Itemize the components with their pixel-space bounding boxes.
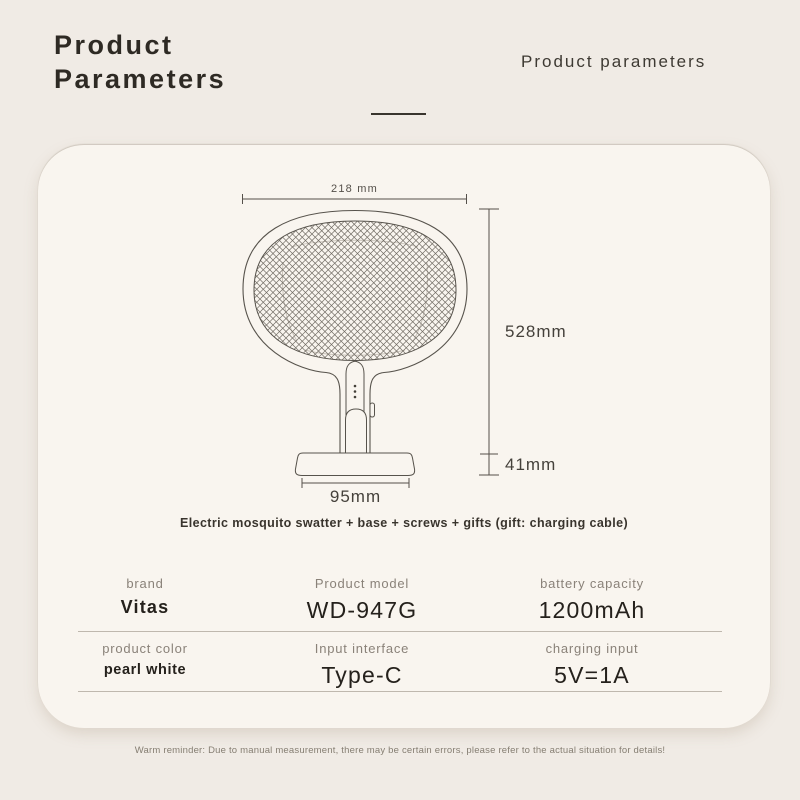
diagram-caption: Electric mosquito swatter + base + screw…: [179, 516, 629, 530]
spec-label: battery capacity: [540, 576, 644, 591]
spec-row-2: product color pearl white Input interfac…: [38, 641, 712, 689]
dim-total-height-label: 528mm: [505, 322, 567, 341]
spec-value: 1200mAh: [538, 597, 646, 623]
footer-note: Warm reminder: Due to manual measurement…: [134, 745, 666, 756]
spec-value: pearl white: [103, 662, 187, 678]
spec-cell-color: product color pearl white: [38, 641, 252, 689]
swatter-base: [294, 452, 416, 476]
side-button: [369, 402, 375, 418]
spec-cell-brand: brand Vitas: [38, 576, 252, 624]
dim-head-width-label: 218 mm: [331, 183, 378, 195]
swatter-head: [242, 209, 468, 453]
page-title: Product Parameters: [54, 28, 226, 96]
dim-total-height: [479, 208, 499, 476]
product-card: 218 mm: [38, 145, 770, 728]
spec-cell-charging: charging input 5V=1A: [472, 641, 712, 689]
page-subtitle: Product parameters: [521, 52, 707, 71]
swatter-mesh: [253, 220, 457, 362]
spec-value: 5V=1A: [554, 662, 630, 688]
table-divider-2: [78, 691, 722, 692]
table-divider-1: [78, 631, 722, 632]
spec-value: Type-C: [321, 662, 403, 688]
dim-base-width-label: 95mm: [330, 487, 381, 506]
spec-label: Input interface: [314, 641, 410, 656]
spec-label: Product model: [314, 576, 410, 591]
spec-label: brand: [126, 576, 164, 591]
spec-value: WD-947G: [306, 597, 418, 623]
handle-slot: [345, 408, 367, 453]
spec-row-1: brand Vitas Product model WD-947G batter…: [38, 576, 712, 624]
dim-head-width: [242, 194, 467, 204]
spec-cell-model: Product model WD-947G: [252, 576, 472, 624]
spec-label: charging input: [545, 641, 639, 656]
header-divider: [371, 113, 426, 115]
swatter-throat: [345, 360, 365, 453]
spec-cell-interface: Input interface Type-C: [252, 641, 472, 689]
spec-cell-battery: battery capacity 1200mAh: [472, 576, 712, 624]
spec-label: product color: [102, 641, 188, 656]
swatter-diagram: 218 mm: [242, 183, 567, 506]
page-title-line2: Parameters: [54, 64, 227, 94]
dim-base-width: [301, 478, 410, 488]
handle-indicator-dots: [353, 384, 357, 399]
dim-base-height-label: 41mm: [505, 455, 556, 474]
spec-value: Vitas: [120, 597, 170, 617]
page-title-line1: Product: [54, 30, 174, 60]
